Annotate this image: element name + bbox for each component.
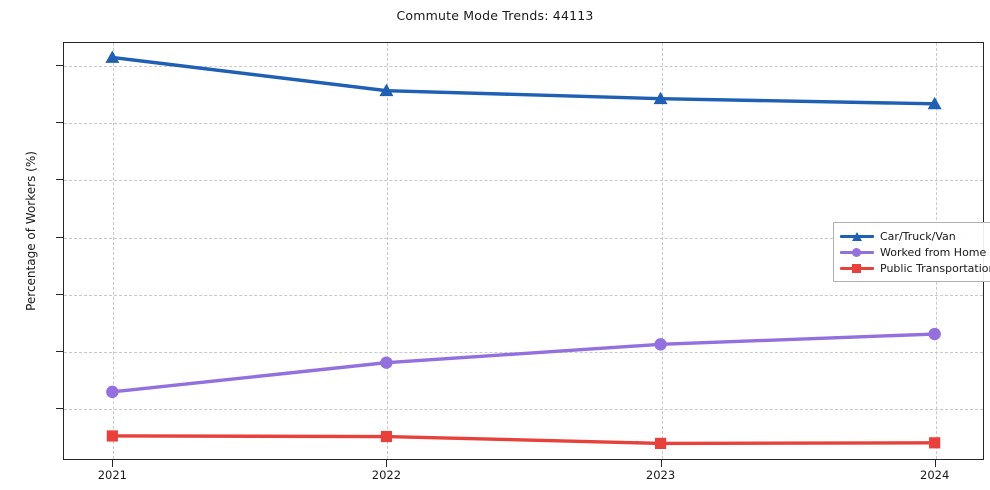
gridline-vertical — [661, 43, 663, 459]
data-point-marker — [380, 430, 393, 443]
chart-legend: Car/Truck/Van Worked from Home Public Tran… — [833, 222, 990, 282]
series-worked-from-home — [106, 327, 941, 399]
gridline-vertical — [387, 43, 389, 459]
x-tick-mark — [934, 460, 936, 467]
x-tick-label: 2023 — [645, 468, 676, 482]
data-point-marker — [654, 338, 667, 351]
legend-square-icon — [852, 264, 861, 273]
x-tick-label: 2022 — [371, 468, 402, 482]
series-layer — [105, 50, 942, 449]
data-point-marker — [654, 437, 667, 449]
legend-item[interactable]: Public Transportation — [840, 260, 990, 276]
gridline-horizontal — [64, 294, 983, 296]
data-point-marker — [106, 385, 119, 399]
chart-title: Commute Mode Trends: 44113 — [396, 8, 594, 23]
y-axis-label: Percentage of Workers (%) — [24, 151, 38, 311]
plot-area — [63, 42, 984, 460]
legend-swatch — [840, 245, 874, 259]
data-point-marker — [927, 96, 942, 110]
gridline-horizontal — [64, 180, 983, 182]
x-tick-mark — [112, 460, 114, 467]
series-line — [110, 434, 937, 446]
gridline-horizontal — [64, 65, 983, 67]
y-tick-mark — [56, 351, 63, 353]
x-tick-mark — [660, 460, 662, 467]
data-point-marker — [105, 50, 120, 63]
data-point-marker — [379, 83, 394, 97]
data-point-marker — [653, 91, 668, 105]
legend-item-label: Public Transportation — [880, 261, 990, 275]
series-line — [110, 332, 937, 394]
y-tick-mark — [56, 122, 63, 124]
x-tick-label: 2024 — [920, 468, 950, 482]
data-point-marker — [106, 430, 118, 442]
series-car-truck-van — [105, 50, 942, 110]
data-point-marker — [929, 437, 941, 449]
gridline-vertical — [113, 43, 115, 459]
y-tick-mark — [56, 179, 63, 181]
x-tick-mark — [386, 460, 388, 467]
y-tick-mark — [56, 293, 63, 295]
legend-item[interactable]: Car/Truck/Van — [840, 228, 990, 244]
series-line — [110, 55, 937, 106]
gridline-horizontal — [64, 123, 983, 125]
data-point-marker — [928, 327, 941, 341]
legend-swatch — [840, 229, 874, 243]
legend-item-label: Worked from Home — [880, 245, 987, 259]
y-tick-mark — [56, 236, 63, 238]
gridline-horizontal — [64, 237, 983, 239]
legend-circle-icon — [852, 248, 861, 257]
legend-item[interactable]: Worked from Home — [840, 244, 990, 260]
data-point-marker — [380, 356, 393, 369]
legend-triangle-icon — [852, 232, 862, 241]
y-tick-mark — [56, 64, 63, 66]
legend-item-label: Car/Truck/Van — [880, 229, 956, 243]
gridline-horizontal — [64, 409, 983, 411]
y-tick-mark — [56, 408, 63, 410]
legend-swatch — [840, 261, 874, 275]
series-public-transportation — [106, 430, 941, 449]
x-tick-label: 2021 — [97, 468, 127, 482]
